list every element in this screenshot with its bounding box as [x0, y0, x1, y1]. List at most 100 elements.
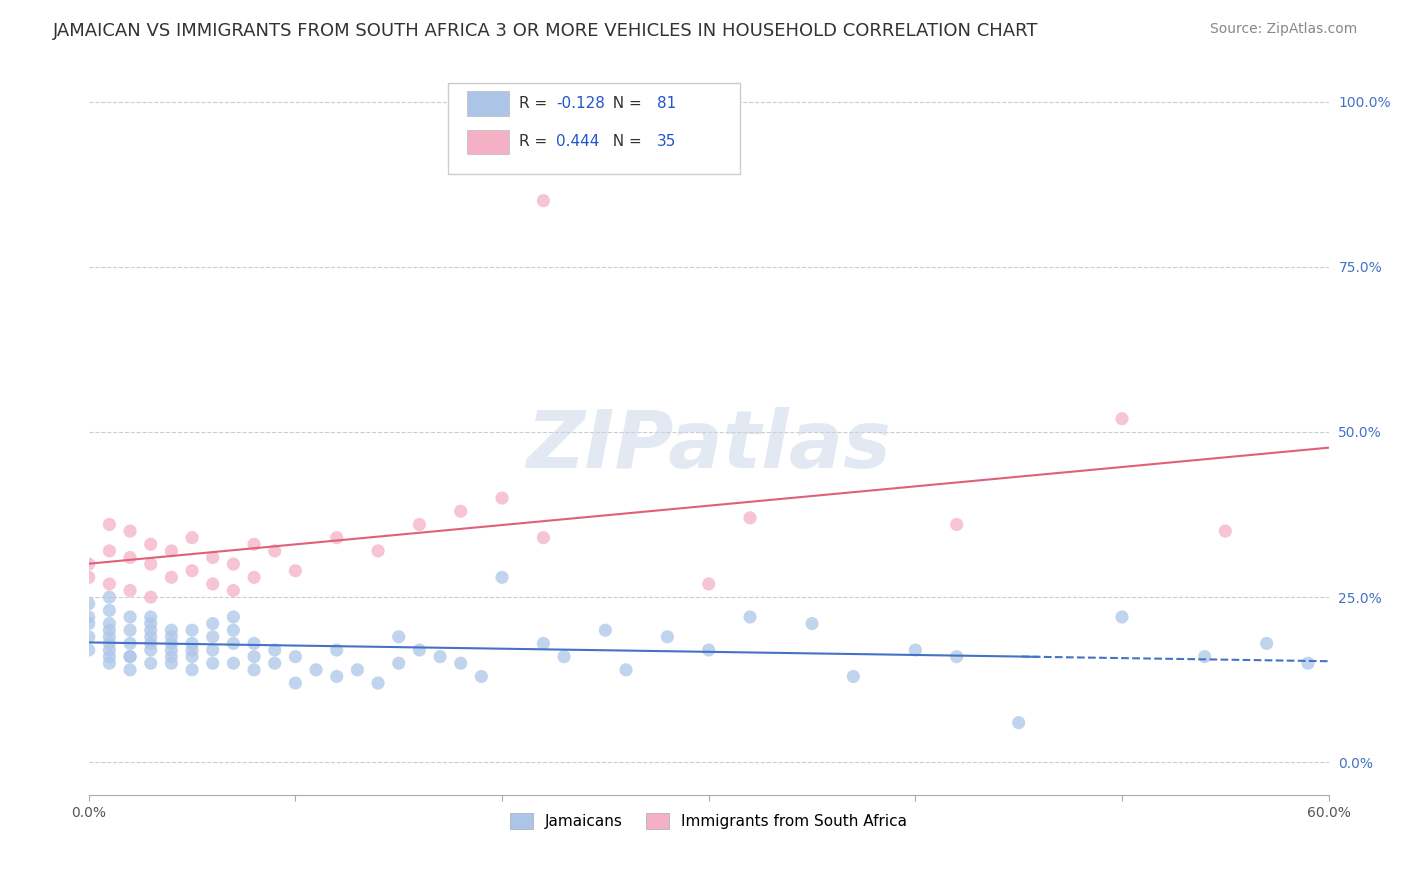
- Point: [531, 194, 554, 208]
- Point: [243, 649, 266, 664]
- Point: [139, 537, 162, 551]
- Point: [1111, 610, 1133, 624]
- Point: [181, 623, 204, 637]
- Point: [139, 623, 162, 637]
- Point: [98, 517, 121, 532]
- Text: Source: ZipAtlas.com: Source: ZipAtlas.com: [1209, 22, 1357, 37]
- Point: [263, 544, 285, 558]
- Point: [222, 610, 245, 624]
- Text: 0.444: 0.444: [557, 135, 599, 150]
- Text: -0.128: -0.128: [557, 96, 605, 111]
- Point: [243, 636, 266, 650]
- Point: [120, 649, 142, 664]
- Point: [388, 630, 411, 644]
- Point: [263, 643, 285, 657]
- Point: [120, 623, 142, 637]
- Text: 35: 35: [657, 135, 676, 150]
- Point: [98, 643, 121, 657]
- Point: [77, 597, 100, 611]
- Text: N =: N =: [603, 135, 647, 150]
- Point: [595, 623, 617, 637]
- Point: [98, 544, 121, 558]
- Point: [904, 643, 927, 657]
- Point: [139, 616, 162, 631]
- Point: [801, 616, 824, 631]
- Point: [367, 544, 389, 558]
- Point: [531, 531, 554, 545]
- Point: [120, 649, 142, 664]
- Point: [388, 657, 411, 671]
- Point: [450, 657, 472, 671]
- FancyBboxPatch shape: [467, 91, 509, 116]
- Point: [408, 517, 430, 532]
- Point: [222, 583, 245, 598]
- Point: [139, 557, 162, 571]
- Point: [657, 630, 679, 644]
- Point: [1111, 411, 1133, 425]
- Point: [697, 643, 720, 657]
- Point: [243, 537, 266, 551]
- Point: [120, 524, 142, 538]
- Point: [450, 504, 472, 518]
- Point: [181, 531, 204, 545]
- Point: [139, 630, 162, 644]
- Point: [120, 636, 142, 650]
- FancyBboxPatch shape: [449, 83, 740, 174]
- Point: [284, 649, 307, 664]
- Point: [98, 603, 121, 617]
- Point: [77, 570, 100, 584]
- Point: [222, 623, 245, 637]
- Point: [842, 669, 865, 683]
- Point: [77, 610, 100, 624]
- Point: [491, 491, 513, 505]
- Text: R =: R =: [519, 96, 553, 111]
- Point: [325, 669, 347, 683]
- Point: [1256, 636, 1278, 650]
- Point: [346, 663, 368, 677]
- Point: [160, 570, 183, 584]
- Point: [77, 630, 100, 644]
- Point: [98, 649, 121, 664]
- Point: [1008, 715, 1031, 730]
- Point: [201, 577, 224, 591]
- Point: [160, 657, 183, 671]
- Point: [98, 590, 121, 604]
- Point: [305, 663, 328, 677]
- Point: [139, 643, 162, 657]
- Text: R =: R =: [519, 135, 553, 150]
- Point: [120, 610, 142, 624]
- Point: [614, 663, 637, 677]
- Point: [408, 643, 430, 657]
- Point: [491, 570, 513, 584]
- FancyBboxPatch shape: [467, 129, 509, 154]
- Point: [284, 676, 307, 690]
- Point: [77, 557, 100, 571]
- Point: [263, 657, 285, 671]
- Point: [222, 557, 245, 571]
- Point: [201, 643, 224, 657]
- Point: [98, 657, 121, 671]
- Point: [945, 517, 967, 532]
- Point: [98, 630, 121, 644]
- Legend: Jamaicans, Immigrants from South Africa: Jamaicans, Immigrants from South Africa: [503, 806, 914, 835]
- Point: [222, 636, 245, 650]
- Point: [160, 643, 183, 657]
- Point: [139, 657, 162, 671]
- Point: [181, 649, 204, 664]
- Point: [738, 610, 761, 624]
- Point: [201, 550, 224, 565]
- Point: [139, 590, 162, 604]
- Point: [945, 649, 967, 664]
- Point: [181, 643, 204, 657]
- Text: 81: 81: [657, 96, 676, 111]
- Point: [160, 623, 183, 637]
- Point: [181, 636, 204, 650]
- Point: [738, 511, 761, 525]
- Point: [181, 663, 204, 677]
- Point: [243, 570, 266, 584]
- Point: [120, 663, 142, 677]
- Point: [1194, 649, 1216, 664]
- Point: [98, 623, 121, 637]
- Point: [222, 657, 245, 671]
- Point: [201, 630, 224, 644]
